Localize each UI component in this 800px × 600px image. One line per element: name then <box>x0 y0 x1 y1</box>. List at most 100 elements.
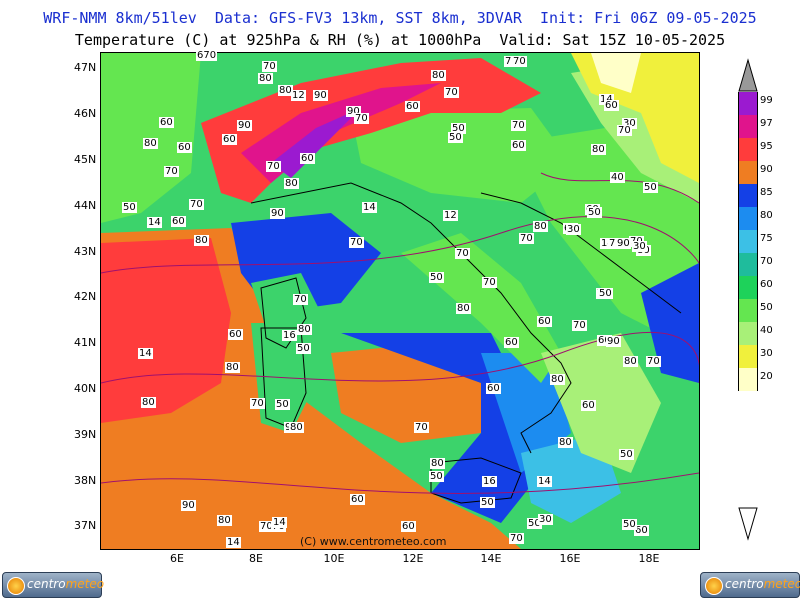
contour-value-label: 80 <box>194 235 209 246</box>
contour-value-label: 12 <box>291 90 306 101</box>
contour-value-label: 50 <box>622 519 637 530</box>
contour-value-label: 50 <box>643 182 658 193</box>
contour-value-label: 70 <box>482 277 497 288</box>
contour-value-label: 50 <box>448 132 463 143</box>
legend-tick-label: 99 <box>760 95 773 106</box>
legend-tick-label: 70 <box>760 256 773 267</box>
legend-tick-label: 30 <box>760 348 773 359</box>
lat-label: 46N <box>74 107 97 120</box>
contour-value-label: 70 <box>511 120 526 131</box>
contour-value-label: 14 <box>537 476 552 487</box>
contour-value-label: 80 <box>258 73 273 84</box>
northeast-pale-area <box>591 53 641 93</box>
contour-value-label: 70 <box>189 199 204 210</box>
po-valley-area <box>351 108 571 203</box>
contour-value-label: 90 <box>270 208 285 219</box>
contour-value-label: 50 <box>587 207 602 218</box>
lon-label: 10E <box>323 552 345 565</box>
legend-swatch <box>738 322 758 345</box>
legend-swatch <box>738 368 758 391</box>
apennines-area <box>401 233 561 383</box>
lat-label: 38N <box>74 474 97 487</box>
lon-label: 14E <box>480 552 502 565</box>
contour-value-label: 14 <box>599 94 614 105</box>
contour-value-label: 16 <box>282 330 297 341</box>
contour-value-label: 60 <box>159 117 174 128</box>
contour-value-label: 80 <box>533 221 548 232</box>
isotherm-line <box>101 472 699 494</box>
contour-value-label: 30 <box>566 224 581 235</box>
contour-value-label: 60 <box>511 140 526 151</box>
contour-value-label: 60 <box>228 329 243 340</box>
contour-value-label: 14 <box>226 537 241 548</box>
contour-value-label: 14 <box>272 517 287 528</box>
title-field-info: Temperature (C) at 925hPa & RH (%) at 10… <box>74 31 726 49</box>
contour-value-label: 90 <box>237 120 252 131</box>
contour-value-label: 70 <box>293 294 308 305</box>
tyrrhenian-light-blue <box>481 353 571 473</box>
legend-swatch <box>738 207 758 230</box>
lat-label: 39N <box>74 428 97 441</box>
centrometeo-logo-right[interactable]: centrometeo <box>700 572 800 598</box>
contour-value-label: 90 <box>181 500 196 511</box>
contour-value-label: 14 <box>138 348 153 359</box>
sardinia-coastline <box>260 327 307 429</box>
lon-label: 18E <box>638 552 660 565</box>
legend-swatch <box>738 299 758 322</box>
contour-value-label: 60 <box>177 142 192 153</box>
legend-tick-label: 20 <box>760 371 773 382</box>
contour-value-label: 16 <box>482 476 497 487</box>
legend-tick-label: 50 <box>760 302 773 313</box>
contour-value-label: 70 <box>509 533 524 544</box>
lat-label: 42N <box>74 290 97 303</box>
contour-value-label: 70 <box>164 166 179 177</box>
legend-arrow-top-icon <box>738 58 758 92</box>
lat-label: 43N <box>74 245 97 258</box>
contour-value-label: 90 <box>346 106 361 117</box>
contour-value-label: 80 <box>217 515 232 526</box>
contour-value-label: 70 <box>349 237 364 248</box>
lat-label: 45N <box>74 153 97 166</box>
contour-value-label: 50 <box>619 449 634 460</box>
legend-swatch <box>738 161 758 184</box>
contour-value-label: 80 <box>550 374 565 385</box>
lat-label: 47N <box>74 61 97 74</box>
legend-swatch <box>738 138 758 161</box>
legend-tick-label: 85 <box>760 187 773 198</box>
centrometeo-logo-left[interactable]: centrometeo <box>2 572 104 598</box>
contour-value-label: 60 <box>222 134 237 145</box>
sun-icon <box>7 577 25 595</box>
legend-swatch <box>738 92 758 115</box>
contour-value-label: 14 <box>147 217 162 228</box>
contour-value-label: 80 <box>431 70 446 81</box>
contour-value-label: 70 <box>617 125 632 136</box>
logo-text-part1: centro <box>725 577 764 591</box>
contour-value-label: 50 <box>429 272 444 283</box>
isotherm-line <box>101 216 699 274</box>
contour-value-label: 80 <box>225 362 240 373</box>
title-model-info: WRF-NMM 8km/51lev Data: GFS-FV3 13km, SS… <box>43 9 757 27</box>
contour-value-label: 70 <box>455 248 470 259</box>
contour-value-label: 80 <box>591 144 606 155</box>
logo-text-part2: meteo <box>763 577 800 591</box>
legend-tick-label: 90 <box>760 164 773 175</box>
legend-tick-label: 40 <box>760 325 773 336</box>
contour-value-label: 60 <box>604 100 619 111</box>
copyright-watermark: (C) www.centrometeo.com <box>300 535 447 548</box>
contour-value-label: 670 <box>196 50 218 61</box>
legend-tick-label: 75 <box>760 233 773 244</box>
sun-icon <box>705 577 723 595</box>
legend-swatch <box>738 345 758 368</box>
contour-value-label: 90 <box>616 238 631 249</box>
contour-value-label: 80 <box>143 138 158 149</box>
contour-value-label: 90 <box>313 90 328 101</box>
contour-value-label: 70 <box>444 87 459 98</box>
lat-label: 41N <box>74 336 97 349</box>
ionian-blue <box>641 263 699 383</box>
contour-value-label: 60 <box>634 525 649 536</box>
calabria-area <box>541 333 661 473</box>
contour-value-label: 70 <box>512 56 527 67</box>
contour-value-label: 12 <box>443 210 458 221</box>
italy-coastline <box>250 182 572 454</box>
contour-value-label: 60 <box>597 335 612 346</box>
